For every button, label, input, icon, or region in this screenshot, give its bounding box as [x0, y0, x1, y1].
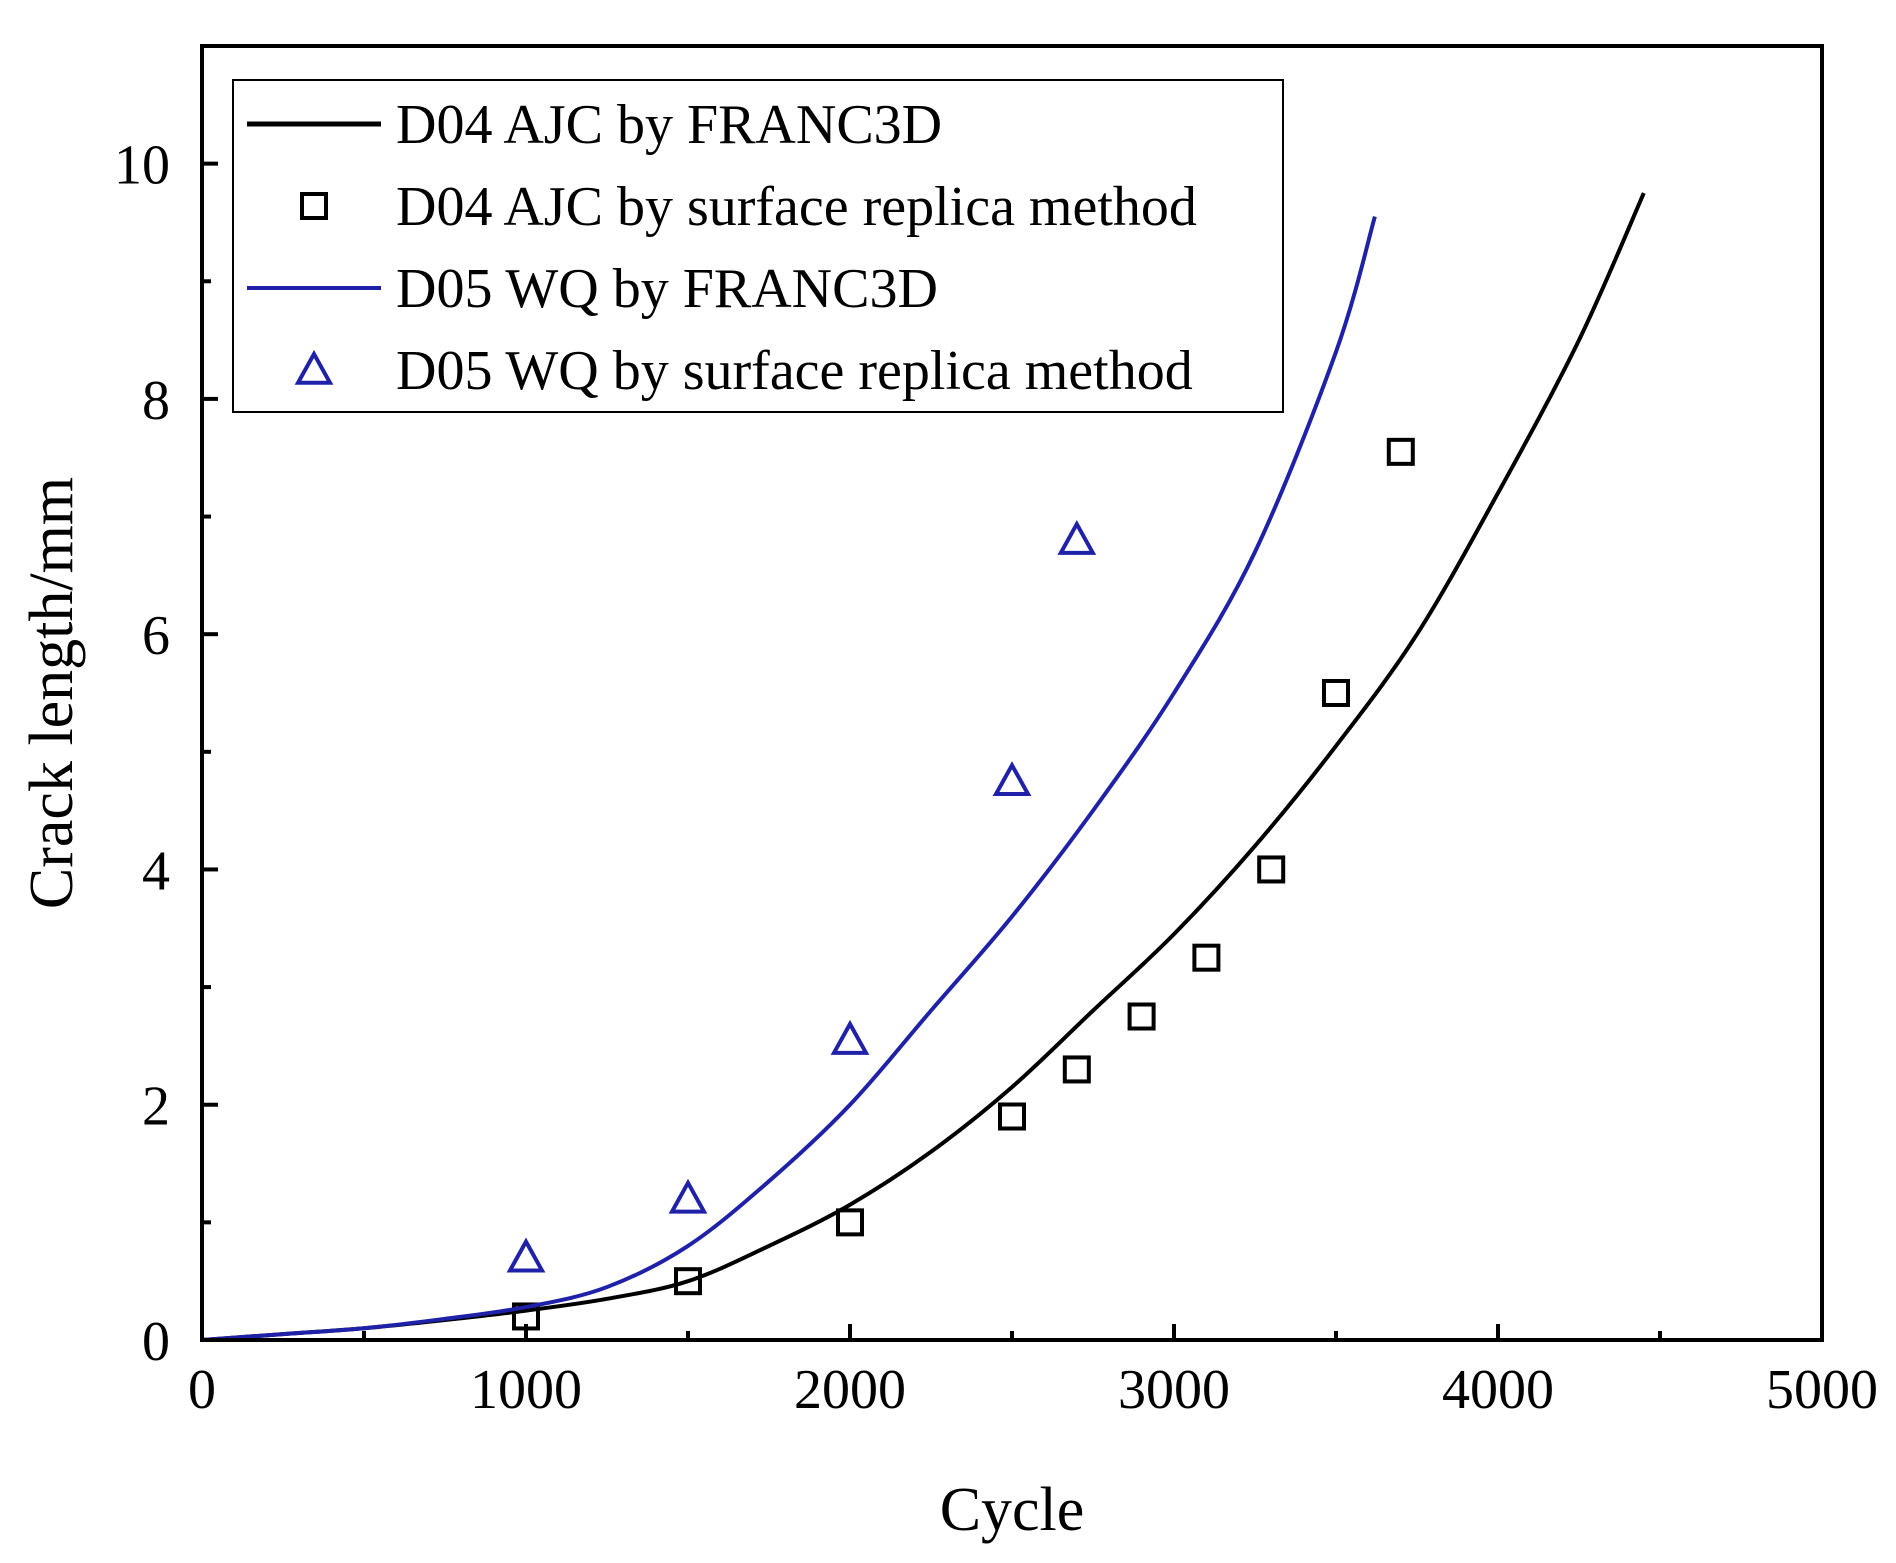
legend-marker-swatch: [294, 349, 334, 385]
legend-item: D04 AJC by surface replica method: [300, 176, 1197, 238]
y-tick-label: 8: [142, 370, 170, 432]
y-tick-label: 0: [142, 1311, 170, 1373]
legend-label: D04 AJC by surface replica method: [396, 176, 1197, 238]
x-tick-label: 5000: [1766, 1359, 1878, 1421]
y-tick-label: 2: [142, 1076, 170, 1138]
legend-box: [232, 79, 1284, 413]
x-tick-label: 4000: [1442, 1359, 1554, 1421]
y-tick-label: 4: [142, 840, 170, 902]
axes-layer: 0 1000 2000 3000 4000 5000 0 2 4 6 8 10: [114, 44, 1878, 1421]
y-tick-label: 10: [114, 135, 170, 197]
legend-item: D05 WQ by FRANC3D: [247, 258, 938, 320]
legend-label: D05 WQ by surface replica method: [396, 340, 1193, 402]
y-tick-label: 6: [142, 605, 170, 667]
legend-item: D04 AJC by FRANC3D: [247, 94, 942, 156]
data-point: [992, 761, 1032, 797]
data-point: [674, 1267, 702, 1296]
legend-marker-swatch: [300, 192, 328, 220]
data-point: [998, 1102, 1026, 1131]
data-point: [1062, 1055, 1091, 1084]
data-point: [1192, 943, 1221, 972]
data-point: [668, 1178, 708, 1214]
data-point: [1057, 519, 1097, 555]
legend-label: D04 AJC by FRANC3D: [396, 94, 942, 156]
series-3: [201, 216, 1377, 1342]
data-point: [1127, 1002, 1156, 1031]
y-axis-title: Crack length/mm: [18, 477, 86, 909]
series-4: [506, 519, 1097, 1273]
legend: D04 AJC by FRANC3D D04 AJC by surface rep…: [232, 79, 1284, 413]
data-point: [1322, 679, 1350, 707]
data-point: [836, 1208, 864, 1237]
legend-label: D05 WQ by FRANC3D: [396, 258, 938, 320]
x-tick-label: 1000: [470, 1359, 582, 1421]
legend-item: D05 WQ by surface replica method: [294, 340, 1193, 402]
x-tick-label: 0: [188, 1359, 216, 1421]
series-line: [201, 216, 1377, 1342]
x-tick-label: 3000: [1118, 1359, 1230, 1421]
data-point: [1257, 855, 1286, 884]
x-axis-title: Cycle: [940, 1476, 1085, 1544]
data-point: [830, 1019, 870, 1055]
x-tick-label: 2000: [794, 1359, 906, 1421]
data-point: [506, 1237, 546, 1273]
data-point: [1386, 437, 1415, 466]
